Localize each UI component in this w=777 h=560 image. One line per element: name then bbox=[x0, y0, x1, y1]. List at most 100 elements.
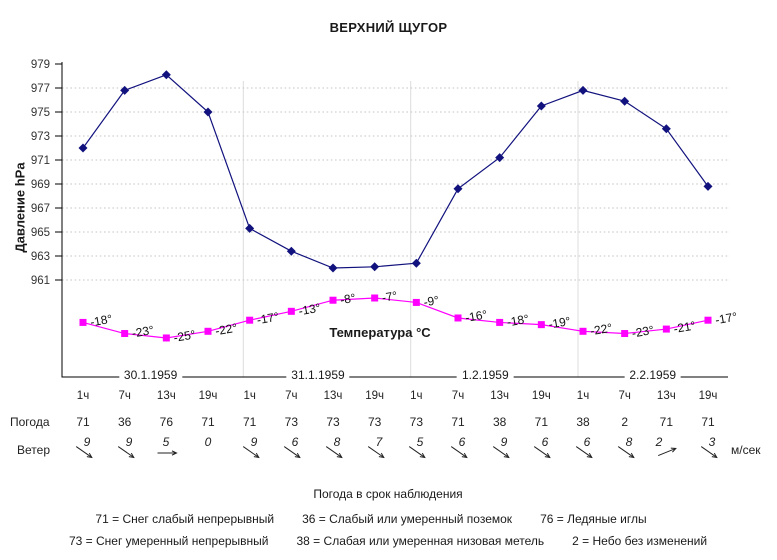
wind-arrow-icon bbox=[284, 446, 301, 458]
time-label: 13ч bbox=[156, 390, 176, 402]
temperature-marker bbox=[621, 330, 629, 338]
wind-speed: 9 bbox=[84, 435, 91, 449]
wind-cell: 6 bbox=[534, 435, 552, 459]
weather-code: 71 bbox=[701, 415, 715, 429]
date-label: 30.1.1959 bbox=[118, 369, 183, 382]
temperature-point-label: -16° bbox=[464, 307, 488, 325]
wind-cell: 9 bbox=[492, 435, 510, 459]
weather-code: 71 bbox=[659, 415, 673, 429]
pressure-marker bbox=[161, 70, 171, 80]
pressure-line bbox=[82, 74, 709, 269]
legend-item: 2 = Небо без изменений bbox=[572, 534, 708, 548]
temperature-marker bbox=[454, 314, 462, 322]
wind-speed: 6 bbox=[584, 435, 591, 449]
time-label: 1ч bbox=[576, 390, 590, 402]
temperature-marker bbox=[162, 334, 170, 342]
wind-arrowhead-icon bbox=[628, 452, 635, 459]
wind-cell: 5 bbox=[157, 435, 179, 456]
temperature-axis-title: Температура °C bbox=[329, 325, 431, 340]
wind-cell: 9 bbox=[117, 435, 135, 459]
wind-arrow-icon bbox=[700, 446, 718, 458]
wind-cell: 5 bbox=[409, 435, 427, 459]
wind-arrow-icon bbox=[575, 446, 593, 458]
temperature-marker bbox=[329, 296, 337, 304]
pressure-marker bbox=[78, 143, 88, 153]
time-label: 7ч bbox=[618, 390, 631, 402]
wind-speed: 8 bbox=[625, 435, 632, 449]
time-label: 19ч bbox=[531, 390, 551, 402]
time-label: 1ч bbox=[410, 390, 423, 402]
temperature-point-label: -8° bbox=[339, 291, 357, 308]
wind-cell: 3 bbox=[700, 435, 718, 459]
temperature-marker bbox=[79, 318, 87, 326]
pressure-tick-label: 979 bbox=[31, 59, 50, 71]
weather-code: 73 bbox=[409, 415, 423, 429]
wind-arrow-icon bbox=[325, 446, 343, 458]
wind-speed: 6 bbox=[459, 435, 466, 449]
temperature-point-label: -18° bbox=[506, 312, 530, 330]
temperature-marker bbox=[371, 294, 379, 302]
wind-arrow-icon bbox=[534, 446, 551, 458]
pressure-tick-label: 973 bbox=[31, 131, 50, 143]
temperature-point-label: -23° bbox=[631, 323, 655, 341]
weather-code: 76 bbox=[159, 415, 173, 429]
temperature-marker bbox=[287, 307, 295, 315]
time-label: 1ч bbox=[76, 390, 90, 402]
wind-speed: 6 bbox=[292, 435, 299, 449]
pressure-marker bbox=[245, 223, 255, 233]
pressure-marker bbox=[286, 246, 296, 256]
wind-speed: 6 bbox=[542, 435, 549, 449]
temperature-marker bbox=[537, 321, 545, 329]
weather-code: 38 bbox=[576, 415, 590, 429]
wind-speed: 9 bbox=[125, 435, 132, 449]
time-label: 1ч bbox=[243, 390, 256, 402]
temperature-line bbox=[82, 297, 709, 339]
wind-speed: 9 bbox=[250, 435, 257, 449]
time-label: 13ч bbox=[490, 390, 510, 402]
wind-row-label: Ветер bbox=[17, 443, 50, 457]
wind-cell: 8 bbox=[617, 435, 635, 459]
wind-arrowhead-icon bbox=[461, 452, 468, 459]
weather-code: 73 bbox=[326, 415, 340, 429]
pressure-marker bbox=[661, 124, 671, 134]
wind-speed: 8 bbox=[334, 435, 341, 449]
temperature-point-label: -18° bbox=[89, 312, 113, 330]
wind-speed: 5 bbox=[163, 435, 170, 449]
wind-cell: 6 bbox=[450, 435, 468, 459]
wind-arrowhead-icon bbox=[336, 452, 343, 459]
wind-arrowhead-icon bbox=[420, 452, 427, 459]
wind-arrow-icon bbox=[658, 447, 677, 457]
legend-line: 71 = Снег слабый непрерывный 36 = Слабый … bbox=[95, 512, 646, 526]
wind-speed: 5 bbox=[417, 435, 424, 449]
legend-line: 73 = Снег умеренный непрерывный 38 = Слаб… bbox=[69, 534, 707, 548]
date-label: 2.2.1959 bbox=[624, 369, 682, 382]
time-label: 7ч bbox=[118, 390, 131, 402]
wind-arrow-icon bbox=[242, 446, 259, 458]
pressure-marker bbox=[411, 258, 421, 268]
weather-row-label: Погода bbox=[10, 415, 50, 429]
wind-speed: 3 bbox=[709, 435, 716, 449]
pressure-marker bbox=[370, 262, 380, 272]
temperature-point-label: -17° bbox=[714, 309, 738, 327]
wind-arrowhead-icon bbox=[378, 452, 385, 459]
wind-speed: 2 bbox=[655, 435, 663, 449]
legend-item: 36 = Слабый или умеренный поземок bbox=[302, 512, 513, 526]
date-label: 1.2.1959 bbox=[456, 369, 514, 382]
wind-unit-label: м/сек bbox=[731, 443, 761, 457]
wind-arrowhead-icon bbox=[545, 452, 552, 459]
wind-arrow-icon bbox=[450, 446, 468, 458]
pressure-marker bbox=[495, 153, 505, 163]
wind-arrow-icon bbox=[75, 446, 93, 458]
pressure-marker bbox=[620, 96, 630, 106]
temperature-point-label: -21° bbox=[672, 318, 696, 336]
temperature-point-label: -13° bbox=[297, 301, 321, 319]
wind-arrow-icon bbox=[617, 446, 634, 458]
pressure-marker bbox=[328, 263, 338, 273]
legend-item: 76 = Ледяные иглы bbox=[540, 512, 647, 526]
weather-code: 71 bbox=[242, 415, 257, 429]
temperature-point-label: -22° bbox=[214, 321, 238, 339]
pressure-marker bbox=[453, 184, 463, 194]
wind-speed: 0 bbox=[205, 435, 212, 449]
wind-arrowhead-icon bbox=[711, 452, 718, 459]
